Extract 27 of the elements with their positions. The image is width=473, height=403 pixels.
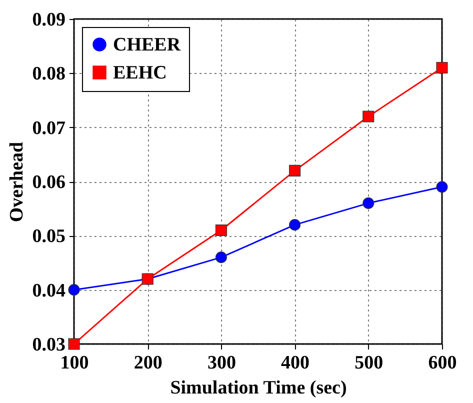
legend-label: CHEER — [113, 34, 181, 56]
point — [289, 164, 301, 176]
point — [68, 284, 80, 296]
point — [68, 338, 80, 350]
y-tick-label: 0.06 — [32, 172, 66, 193]
x-tick-label: 500 — [354, 352, 384, 374]
y-tick-label: 0.09 — [32, 10, 66, 30]
point — [362, 197, 374, 209]
x-tick-label: 400 — [281, 352, 310, 374]
point — [215, 252, 227, 264]
legend-label: EEHC — [113, 62, 167, 84]
x-tick-label: 600 — [428, 352, 457, 374]
y-tick-label: 0.05 — [32, 226, 66, 248]
point — [436, 181, 448, 193]
y-axis-title: Overhead — [6, 141, 28, 222]
x-tick-label: 200 — [134, 352, 162, 374]
x-axis-title: Simulation Time (sec) — [170, 378, 347, 398]
point — [436, 62, 448, 74]
y-tick-label: 0.03 — [32, 334, 66, 356]
x-tick-label: 300 — [207, 352, 236, 374]
x-tick-label: 100 — [60, 352, 89, 374]
y-tick-label: 0.07 — [32, 118, 66, 139]
y-tick-label: 0.08 — [32, 64, 66, 85]
point — [215, 224, 227, 236]
y-tick-label: 0.04 — [32, 280, 66, 302]
point — [362, 110, 374, 122]
point — [289, 219, 301, 231]
